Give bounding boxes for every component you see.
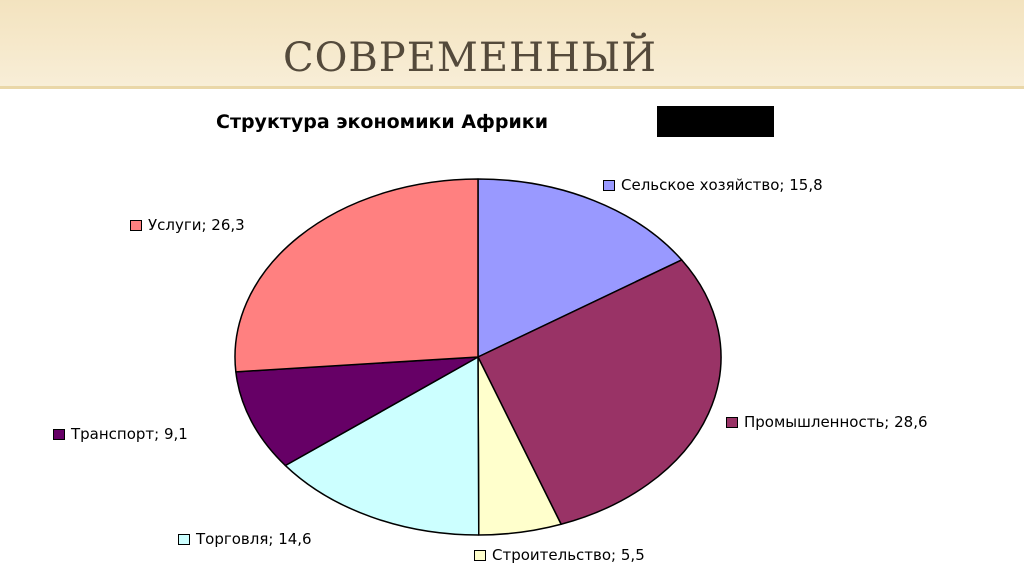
label-agriculture: Сельское хозяйство; 15,8: [603, 176, 823, 194]
title-band-edge: [0, 86, 1024, 89]
pie-slice-transport: [235, 356, 479, 467]
label-services-text: Услуги; 26,3: [148, 216, 245, 234]
pie-slice-agriculture: [477, 178, 683, 358]
label-trade-text: Торговля; 14,6: [196, 530, 312, 548]
chart-title: Структура экономики Африки: [216, 111, 549, 133]
label-agriculture-text: Сельское хозяйство; 15,8: [621, 176, 823, 194]
swatch-construction: [474, 549, 486, 561]
label-industry: Промышленность; 28,6: [726, 413, 928, 431]
slide-title: СОВРЕМЕННЫЙ: [283, 35, 658, 81]
swatch-transport: [53, 428, 65, 440]
pie-slice-industry: [477, 259, 722, 526]
label-construction-text: Строительство; 5,5: [492, 546, 645, 564]
title-band: [0, 0, 1024, 88]
label-transport-text: Транспорт; 9,1: [71, 425, 188, 443]
pie-slices: [234, 178, 722, 536]
swatch-trade: [178, 533, 190, 545]
swatch-agriculture: [603, 179, 615, 191]
label-trade: Торговля; 14,6: [178, 530, 312, 548]
pie-slice-services: [234, 178, 479, 373]
label-transport: Транспорт; 9,1: [53, 425, 188, 443]
redaction-block: [657, 106, 774, 137]
label-industry-text: Промышленность; 28,6: [744, 413, 928, 431]
pie-slice-trade: [284, 356, 480, 536]
swatch-industry: [726, 416, 738, 428]
label-services: Услуги; 26,3: [130, 216, 245, 234]
label-construction: Строительство; 5,5: [474, 546, 645, 564]
swatch-services: [130, 219, 142, 231]
